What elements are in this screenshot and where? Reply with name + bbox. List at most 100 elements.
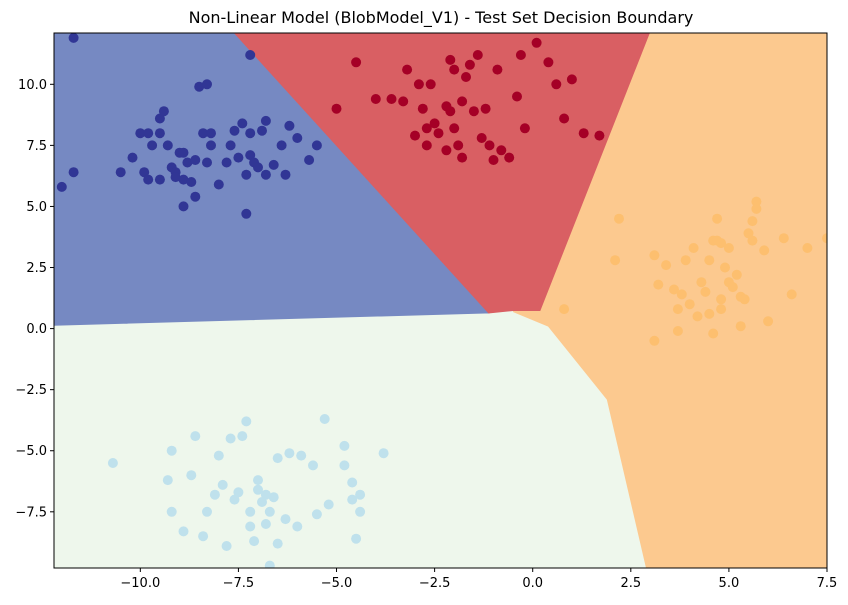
point-class-2 — [272, 538, 283, 549]
point-class-1 — [449, 64, 460, 75]
point-class-1 — [480, 103, 491, 114]
point-class-0 — [237, 118, 248, 129]
x-tick-label: −10.0 — [120, 576, 160, 591]
point-class-0 — [170, 172, 181, 183]
point-class-2 — [202, 506, 212, 517]
x-tick-label: −5.0 — [321, 576, 353, 591]
point-class-1 — [370, 94, 381, 104]
x-tick-label: 7.5 — [817, 576, 838, 591]
point-class-3 — [653, 279, 664, 290]
point-class-2 — [284, 448, 295, 459]
point-class-2 — [166, 506, 177, 517]
point-class-2 — [253, 475, 263, 486]
point-class-1 — [457, 152, 468, 163]
point-class-2 — [245, 521, 256, 532]
point-class-1 — [543, 57, 554, 68]
point-class-0 — [178, 201, 189, 212]
point-class-0 — [115, 167, 126, 178]
y-tick-label: 10.0 — [18, 78, 47, 93]
point-class-0 — [56, 181, 67, 192]
point-class-0 — [206, 128, 216, 139]
point-class-1 — [417, 103, 428, 114]
point-class-0 — [292, 133, 303, 143]
point-class-0 — [241, 169, 252, 180]
point-class-2 — [311, 509, 322, 520]
point-class-2 — [347, 494, 358, 505]
point-class-3 — [669, 284, 679, 295]
point-class-1 — [386, 94, 397, 104]
point-class-3 — [759, 245, 770, 256]
point-class-3 — [692, 311, 703, 322]
point-class-1 — [461, 72, 471, 82]
point-class-2 — [351, 533, 362, 544]
point-class-0 — [284, 120, 295, 131]
point-class-0 — [139, 167, 150, 178]
point-class-2 — [308, 460, 318, 471]
point-class-3 — [716, 238, 727, 249]
point-class-0 — [178, 174, 189, 185]
point-class-2 — [213, 450, 224, 461]
point-class-0 — [225, 140, 236, 151]
point-class-3 — [739, 294, 750, 305]
point-class-0 — [213, 179, 224, 190]
point-class-0 — [206, 140, 216, 151]
point-class-0 — [143, 128, 154, 139]
point-class-2 — [339, 440, 350, 451]
plot-frame — [53, 32, 828, 569]
point-class-0 — [194, 81, 205, 92]
point-class-3 — [696, 277, 707, 288]
y-tick-label: 2.5 — [26, 261, 47, 276]
decision-region-class-2 — [54, 310, 648, 568]
point-class-0 — [260, 169, 271, 180]
point-class-2 — [225, 433, 236, 444]
point-class-3 — [559, 304, 570, 315]
point-class-2 — [209, 489, 220, 500]
point-class-0 — [245, 128, 256, 139]
point-class-2 — [280, 514, 291, 525]
point-class-3 — [735, 321, 746, 332]
point-class-0 — [268, 159, 279, 170]
point-class-3 — [649, 250, 660, 261]
point-class-2 — [221, 541, 232, 551]
chart-title: Non-Linear Model (BlobModel_V1) - Test S… — [189, 8, 694, 28]
point-class-2 — [355, 489, 366, 500]
point-class-0 — [221, 157, 232, 168]
point-class-3 — [747, 216, 758, 227]
point-class-3 — [727, 282, 738, 293]
point-class-3 — [700, 286, 711, 297]
point-class-2 — [347, 477, 358, 488]
point-class-1 — [484, 140, 495, 151]
point-class-1 — [531, 37, 542, 48]
point-class-0 — [182, 157, 193, 168]
point-class-0 — [68, 33, 79, 43]
point-class-3 — [680, 255, 691, 266]
point-class-0 — [276, 140, 287, 151]
point-class-2 — [355, 506, 366, 517]
point-class-3 — [786, 289, 797, 300]
y-tick-label: 5.0 — [26, 200, 47, 215]
point-class-3 — [614, 213, 624, 224]
point-class-2 — [296, 450, 307, 461]
point-class-2 — [249, 536, 260, 547]
point-class-0 — [68, 167, 79, 178]
point-class-1 — [398, 96, 409, 107]
point-class-3 — [723, 243, 734, 253]
point-class-0 — [178, 147, 189, 158]
point-class-2 — [272, 453, 283, 464]
point-class-2 — [253, 484, 263, 495]
point-class-1 — [421, 140, 432, 151]
point-class-2 — [178, 526, 189, 537]
point-class-3 — [704, 255, 715, 266]
point-class-2 — [107, 458, 118, 468]
point-class-3 — [672, 304, 683, 315]
point-class-0 — [154, 113, 165, 124]
point-class-1 — [496, 145, 507, 156]
point-class-1 — [472, 50, 483, 60]
point-class-0 — [260, 115, 271, 126]
point-class-2 — [339, 460, 350, 471]
point-class-3 — [684, 299, 695, 310]
x-tick-label: 0.0 — [522, 576, 543, 591]
point-class-2 — [166, 445, 177, 456]
point-class-3 — [763, 316, 774, 327]
